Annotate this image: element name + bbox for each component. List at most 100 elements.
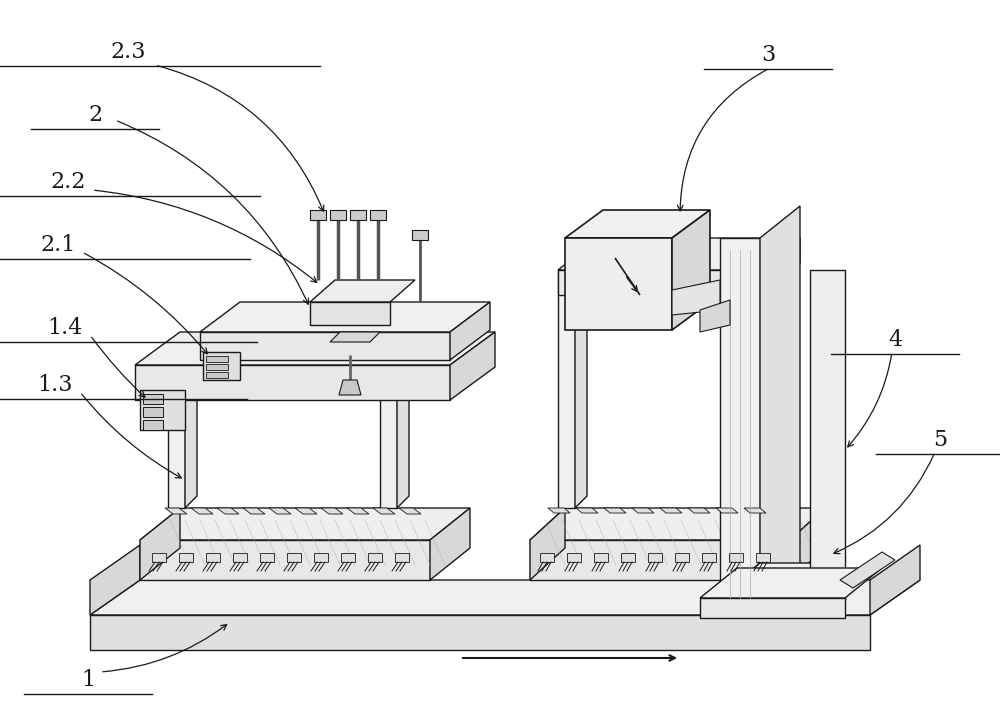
Polygon shape: [790, 508, 825, 580]
Polygon shape: [399, 508, 421, 514]
Polygon shape: [339, 380, 361, 395]
Polygon shape: [380, 365, 397, 508]
Polygon shape: [530, 540, 790, 580]
Polygon shape: [660, 508, 682, 513]
Polygon shape: [200, 302, 490, 332]
Polygon shape: [756, 553, 770, 562]
Polygon shape: [168, 365, 185, 508]
Polygon shape: [576, 508, 598, 513]
Polygon shape: [140, 540, 430, 580]
Polygon shape: [700, 300, 730, 332]
Polygon shape: [540, 553, 554, 562]
Polygon shape: [397, 353, 409, 508]
Polygon shape: [206, 356, 228, 362]
Polygon shape: [648, 553, 662, 562]
Polygon shape: [450, 302, 490, 360]
Polygon shape: [840, 552, 895, 588]
Text: 1.4: 1.4: [47, 317, 83, 339]
Polygon shape: [567, 553, 581, 562]
Polygon shape: [140, 390, 185, 430]
Polygon shape: [558, 270, 760, 295]
Polygon shape: [530, 508, 825, 540]
Text: 2: 2: [88, 104, 102, 126]
Polygon shape: [430, 508, 470, 580]
Polygon shape: [672, 210, 710, 330]
Polygon shape: [269, 508, 291, 514]
Polygon shape: [565, 238, 672, 330]
Polygon shape: [720, 238, 760, 615]
Polygon shape: [373, 508, 395, 514]
Polygon shape: [412, 230, 428, 240]
Polygon shape: [744, 508, 766, 513]
Polygon shape: [152, 553, 166, 562]
Polygon shape: [720, 563, 840, 595]
Polygon shape: [370, 210, 386, 220]
Polygon shape: [260, 553, 274, 562]
Text: 1: 1: [81, 669, 95, 691]
Polygon shape: [675, 553, 689, 562]
Polygon shape: [140, 508, 180, 580]
Polygon shape: [716, 508, 738, 513]
Text: 2.1: 2.1: [40, 234, 76, 256]
Polygon shape: [321, 508, 343, 514]
Polygon shape: [558, 270, 575, 508]
Polygon shape: [143, 407, 163, 417]
Polygon shape: [810, 270, 845, 600]
Text: 2.2: 2.2: [50, 171, 86, 193]
Polygon shape: [672, 280, 720, 315]
Polygon shape: [233, 553, 247, 562]
Polygon shape: [90, 545, 140, 615]
Text: 3: 3: [761, 44, 775, 66]
Polygon shape: [702, 553, 716, 562]
Polygon shape: [90, 615, 870, 650]
Polygon shape: [565, 210, 710, 238]
Polygon shape: [165, 508, 187, 514]
Polygon shape: [310, 210, 326, 220]
Polygon shape: [341, 553, 355, 562]
Polygon shape: [310, 302, 390, 325]
Polygon shape: [720, 595, 800, 615]
Polygon shape: [632, 508, 654, 513]
Text: 2.3: 2.3: [110, 41, 146, 63]
Polygon shape: [206, 372, 228, 378]
Polygon shape: [621, 553, 635, 562]
Polygon shape: [729, 553, 743, 562]
Polygon shape: [870, 545, 920, 615]
Polygon shape: [191, 508, 213, 514]
Polygon shape: [330, 210, 346, 220]
Polygon shape: [530, 508, 565, 580]
Polygon shape: [310, 280, 415, 302]
Polygon shape: [347, 508, 369, 514]
Polygon shape: [688, 508, 710, 513]
Polygon shape: [243, 508, 265, 514]
Polygon shape: [548, 508, 570, 513]
Polygon shape: [700, 568, 882, 598]
Polygon shape: [90, 580, 920, 615]
Polygon shape: [604, 508, 626, 513]
Polygon shape: [800, 563, 840, 615]
Polygon shape: [135, 332, 495, 365]
Polygon shape: [140, 508, 470, 540]
Polygon shape: [760, 206, 800, 615]
Polygon shape: [143, 420, 163, 430]
Polygon shape: [135, 365, 450, 400]
Polygon shape: [330, 332, 380, 342]
Polygon shape: [395, 553, 409, 562]
Polygon shape: [760, 238, 800, 295]
Polygon shape: [700, 598, 845, 618]
Polygon shape: [450, 332, 495, 400]
Polygon shape: [368, 553, 382, 562]
Text: 4: 4: [888, 329, 902, 351]
Polygon shape: [558, 238, 800, 270]
Polygon shape: [314, 553, 328, 562]
Polygon shape: [295, 508, 317, 514]
Polygon shape: [206, 553, 220, 562]
Polygon shape: [200, 332, 450, 360]
Polygon shape: [594, 553, 608, 562]
Text: 5: 5: [933, 429, 947, 451]
Polygon shape: [179, 553, 193, 562]
Text: 1.3: 1.3: [37, 374, 73, 396]
Polygon shape: [217, 508, 239, 514]
Polygon shape: [287, 553, 301, 562]
Polygon shape: [203, 352, 240, 380]
